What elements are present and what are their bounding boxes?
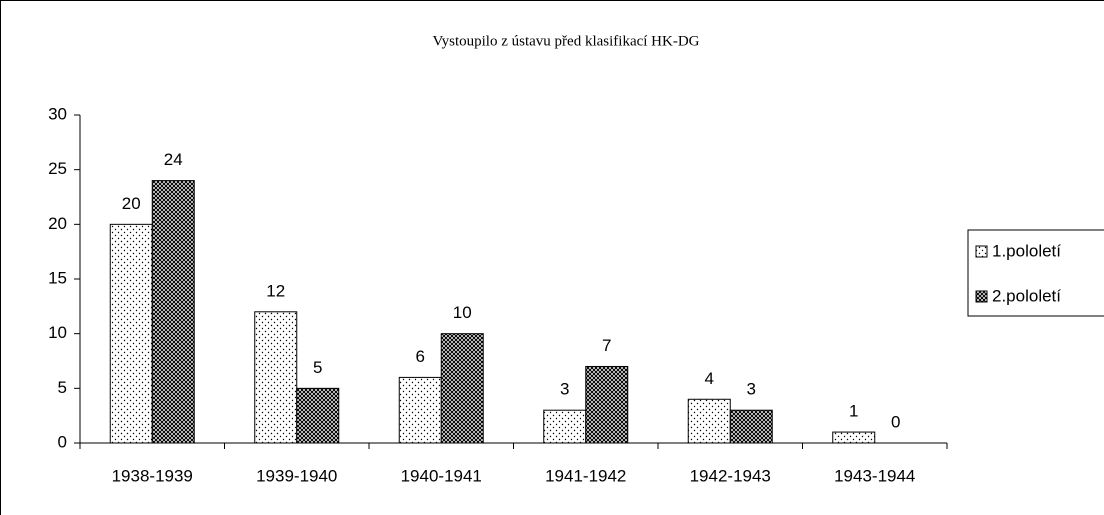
data-label: 24 — [164, 150, 183, 169]
x-tick-label: 1943-1944 — [834, 466, 915, 485]
bar — [109, 223, 153, 444]
legend-box — [967, 229, 1104, 317]
data-label: 12 — [266, 281, 285, 300]
y-tick-label: 15 — [48, 268, 67, 287]
bar — [440, 333, 484, 444]
data-label: 20 — [122, 194, 141, 213]
x-tick-label: 1939-1940 — [256, 466, 337, 485]
x-tick-label: 1938-1939 — [112, 466, 193, 485]
x-tick-label: 1941-1942 — [545, 466, 626, 485]
bar — [687, 398, 731, 444]
x-tick-label: 1942-1943 — [690, 466, 771, 485]
legend-swatch — [975, 290, 988, 303]
y-tick-label: 10 — [48, 323, 67, 342]
bar — [585, 365, 629, 444]
data-label: 0 — [891, 412, 900, 431]
x-tick-label: 1940-1941 — [401, 466, 482, 485]
bar — [296, 387, 340, 444]
bar — [543, 409, 587, 444]
data-label: 5 — [313, 358, 322, 377]
data-label: 3 — [560, 380, 569, 399]
y-tick-label: 30 — [48, 104, 67, 123]
y-tick-label: 25 — [48, 159, 67, 178]
data-label: 3 — [747, 380, 756, 399]
legend-label: 1.pololetí — [992, 241, 1061, 260]
chart-title: Vystoupilo z ústavu před klasifikací HK-… — [432, 33, 699, 49]
y-tick-label: 20 — [48, 214, 67, 233]
data-label: 4 — [705, 369, 714, 388]
bar — [729, 409, 773, 444]
bar — [398, 376, 442, 444]
bar — [151, 180, 195, 444]
y-tick-label: 5 — [58, 378, 67, 397]
bar — [832, 431, 876, 444]
legend-label: 2.pololetí — [992, 286, 1061, 305]
data-label: 10 — [453, 303, 472, 322]
bar — [254, 311, 298, 444]
legend-swatch — [975, 245, 988, 258]
data-label: 7 — [602, 336, 611, 355]
y-tick-label: 0 — [58, 432, 67, 451]
data-label: 1 — [849, 402, 858, 421]
data-label: 6 — [416, 347, 425, 366]
